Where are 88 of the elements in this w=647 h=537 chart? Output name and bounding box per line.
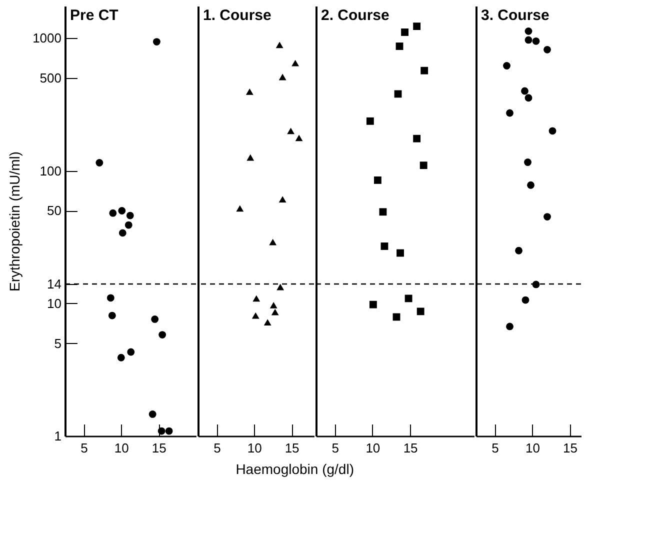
point bbox=[117, 354, 125, 362]
point bbox=[524, 94, 532, 102]
y-tick-label: 1 bbox=[54, 428, 62, 444]
point bbox=[246, 154, 254, 161]
point bbox=[527, 181, 534, 189]
point bbox=[96, 159, 104, 166]
x-tick-label: 15 bbox=[284, 440, 300, 456]
point bbox=[404, 294, 412, 302]
point bbox=[127, 348, 135, 356]
point bbox=[148, 410, 156, 418]
y-tick-label: 500 bbox=[40, 70, 62, 86]
point bbox=[515, 246, 522, 254]
x-tick-label: 15 bbox=[152, 440, 166, 456]
point bbox=[165, 427, 173, 435]
point bbox=[246, 88, 254, 95]
x-tick-label: 10 bbox=[366, 440, 380, 456]
point bbox=[374, 176, 382, 184]
point bbox=[269, 238, 277, 246]
point bbox=[126, 212, 134, 220]
point bbox=[264, 319, 272, 326]
point bbox=[158, 331, 166, 338]
point bbox=[252, 295, 260, 302]
point bbox=[158, 427, 166, 435]
point bbox=[524, 36, 532, 44]
point bbox=[420, 66, 428, 74]
point bbox=[252, 312, 260, 319]
point bbox=[524, 27, 532, 35]
x-tick-label: 5 bbox=[332, 440, 339, 456]
y-tick-label: 14 bbox=[47, 276, 62, 292]
point bbox=[420, 162, 428, 170]
y-tick-label: 50 bbox=[47, 203, 62, 218]
chart-title: 3. Course bbox=[481, 7, 550, 24]
point bbox=[413, 22, 421, 30]
point bbox=[548, 127, 556, 135]
point bbox=[394, 90, 402, 98]
point bbox=[106, 294, 114, 302]
point bbox=[151, 316, 159, 323]
point bbox=[287, 128, 295, 134]
point bbox=[544, 213, 551, 220]
x-tick-label: 5 bbox=[492, 440, 499, 456]
point bbox=[416, 308, 424, 316]
y-tick-label: 1000 bbox=[32, 30, 62, 46]
y-tick-label: 10 bbox=[47, 296, 62, 311]
point bbox=[271, 308, 279, 316]
point bbox=[379, 208, 387, 216]
point bbox=[396, 249, 404, 257]
point bbox=[521, 87, 528, 95]
point bbox=[152, 38, 160, 46]
point bbox=[278, 196, 286, 202]
y-tick-label: 5 bbox=[54, 336, 62, 351]
point bbox=[118, 207, 126, 214]
point bbox=[118, 229, 126, 237]
point bbox=[124, 221, 132, 229]
point bbox=[396, 42, 404, 50]
x-tick-label: 10 bbox=[526, 440, 540, 456]
chart-title: Pre CT bbox=[70, 7, 118, 24]
x-tick-label: 5 bbox=[80, 440, 88, 456]
point bbox=[413, 134, 421, 142]
x-tick-label: 15 bbox=[403, 440, 418, 456]
point bbox=[276, 42, 284, 48]
point bbox=[522, 296, 530, 304]
point bbox=[506, 109, 514, 117]
point bbox=[292, 60, 299, 66]
point bbox=[503, 62, 510, 70]
x-tick-label: 10 bbox=[247, 440, 262, 456]
point bbox=[506, 322, 514, 330]
x-tick-label: 5 bbox=[214, 440, 221, 456]
point bbox=[401, 28, 408, 36]
point bbox=[544, 46, 551, 54]
point bbox=[236, 205, 244, 212]
point bbox=[295, 134, 303, 142]
point bbox=[276, 284, 284, 290]
x-tick-label: 10 bbox=[114, 440, 129, 456]
chart-title: 1. Course bbox=[203, 7, 272, 24]
y-tick-label: 100 bbox=[40, 163, 62, 178]
point bbox=[108, 312, 116, 320]
x-tick-label: 15 bbox=[563, 440, 578, 456]
point bbox=[369, 300, 377, 308]
chart-title: 2. Course bbox=[321, 7, 390, 24]
point bbox=[109, 209, 117, 217]
point bbox=[270, 302, 278, 308]
y-axis-title: Erythropoietin (mU/ml) bbox=[6, 151, 23, 292]
point bbox=[380, 242, 388, 250]
point bbox=[532, 37, 540, 45]
x-axis-title: Haemoglobin (g/dl) bbox=[236, 461, 354, 477]
point bbox=[524, 158, 532, 166]
point bbox=[366, 117, 374, 125]
point bbox=[278, 74, 286, 80]
